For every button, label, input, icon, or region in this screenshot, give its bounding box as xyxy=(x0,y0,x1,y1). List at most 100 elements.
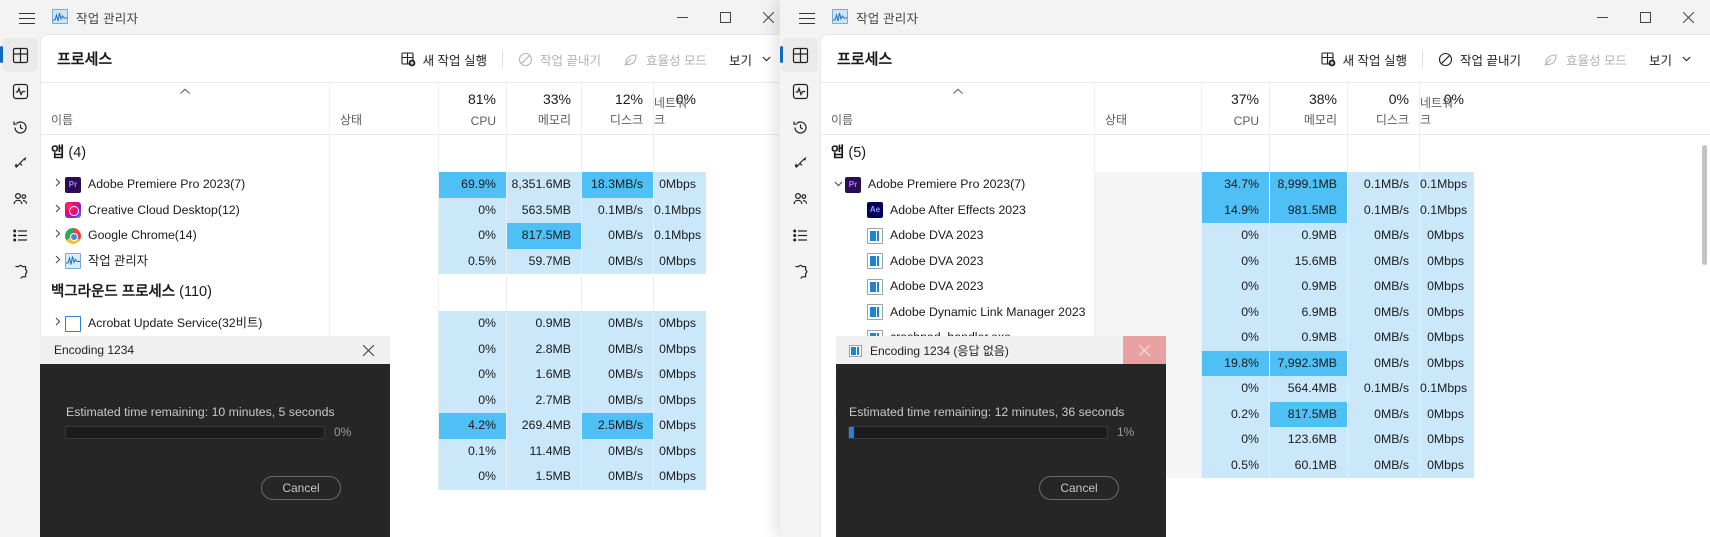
new-task-button-left[interactable]: 새 작업 실행 xyxy=(390,44,498,74)
column-header-0[interactable]: 이름 xyxy=(821,83,1094,135)
table-row[interactable]: Ae Adobe After Effects 2023 14.9% 981.5MB 0.… xyxy=(821,197,1710,223)
efficiency-mode-button-left[interactable]: 효율성 모드 xyxy=(612,44,718,74)
table-header: 이름 상태 37% CPU 38% 메모리 0% 디스크 0% 네트워크 xyxy=(821,83,1710,135)
sidebar-item-startup-apps[interactable] xyxy=(2,146,38,180)
column-header-3[interactable]: 33% 메모리 xyxy=(506,83,581,135)
table-row[interactable]: Google Chrome(14) 0% 817.5MB 0MB/s 0.1Mbps xyxy=(41,223,790,249)
table-row[interactable]: Adobe DVA 2023 0% 0.9MB 0MB/s 0Mbps xyxy=(821,223,1710,249)
column-header-2[interactable]: 37% CPU xyxy=(1201,83,1269,135)
end-task-button-right[interactable]: 작업 끝내기 xyxy=(1427,44,1532,74)
process-group-header[interactable]: 백그라운드 프로세스 (110) xyxy=(41,274,790,311)
sidebar-item-startup-apps-right[interactable] xyxy=(782,146,818,180)
sidebar-item-users[interactable] xyxy=(2,182,38,216)
encoding-cancel-button-right[interactable]: Cancel xyxy=(1039,476,1119,500)
process-name-cell: Adobe Dynamic Link Manager 2023 xyxy=(821,300,1094,326)
sidebar-item-details-right[interactable] xyxy=(782,218,818,252)
table-row[interactable]: 0% 1.5MB 0MB/s 0Mbps xyxy=(41,464,790,490)
process-table-left[interactable]: 이름 상태 81% CPU 33% 메모리 12% 디스크 0% 네트워크 앱 (4) Pr Adobe… xyxy=(41,83,790,490)
column-header-1[interactable]: 상태 xyxy=(329,83,438,135)
chevron-right-icon[interactable] xyxy=(51,311,65,337)
maximize-button-right[interactable] xyxy=(1624,0,1667,34)
minimize-button-right[interactable] xyxy=(1581,0,1624,34)
encoding-dialog-close-button-left[interactable] xyxy=(347,336,390,364)
table-row[interactable]: Acrobat Update Service(32비트) 0% 0.9MB 0MB/s… xyxy=(41,311,790,337)
process-group-header[interactable]: 앱 (4) xyxy=(41,135,790,172)
process-name-label: Adobe DVA 2023 xyxy=(890,228,984,242)
chevron-right-icon[interactable] xyxy=(51,223,65,249)
sort-ascending-icon xyxy=(952,87,963,98)
sidebar-item-services[interactable] xyxy=(2,254,38,288)
table-row[interactable]: Adobe Dynamic Link Manager 2023 0% 6.9MB 0M… xyxy=(821,299,1710,326)
sidebar-item-performance[interactable] xyxy=(2,74,38,108)
sidebar-item-app-history[interactable] xyxy=(2,110,38,144)
process-name-cell: Adobe DVA 2023 xyxy=(821,249,1094,275)
efficiency-mode-button-right[interactable]: 효율성 모드 xyxy=(1532,44,1638,74)
chevron-right-icon[interactable] xyxy=(51,249,65,275)
view-button-right[interactable]: 보기 xyxy=(1638,44,1702,74)
minimize-button-left[interactable] xyxy=(661,0,704,34)
sidebar-item-performance-right[interactable] xyxy=(782,74,818,108)
sidebar-item-processes-right[interactable] xyxy=(780,38,818,72)
process-name-label: Adobe DVA 2023 xyxy=(890,253,984,268)
disk-cell: 0MB/s xyxy=(581,248,653,274)
column-header-0[interactable]: 이름 xyxy=(41,83,329,135)
nav-rail-left xyxy=(0,34,40,537)
hamburger-menu-icon[interactable] xyxy=(8,6,46,30)
chrome-icon xyxy=(65,227,81,244)
empty-cell xyxy=(581,135,653,172)
table-row[interactable]: Pr Adobe Premiere Pro 2023(7) 69.9% 8,351.6… xyxy=(41,172,790,198)
column-header-5[interactable]: 0% 네트워크 xyxy=(1419,83,1474,135)
column-header-1[interactable]: 상태 xyxy=(1094,83,1201,135)
chevron-right-icon[interactable] xyxy=(51,172,65,198)
close-button-right[interactable] xyxy=(1667,0,1710,34)
view-label-left: 보기 xyxy=(728,53,752,68)
page-title-right: 프로세스 xyxy=(837,51,893,68)
column-header-4[interactable]: 12% 디스크 xyxy=(581,83,653,135)
sidebar-item-services-right[interactable] xyxy=(782,254,818,288)
maximize-button-left[interactable] xyxy=(704,0,747,34)
new-task-label-left: 새 작업 실행 xyxy=(422,53,488,68)
encoding-progress-bar-right xyxy=(848,426,1108,439)
table-row[interactable]: Pr Adobe Premiere Pro 2023(7) 34.7% 8,999.1… xyxy=(821,172,1710,198)
table-row[interactable]: 4.2% 269.4MB 2.5MB/s 0Mbps xyxy=(41,413,790,439)
table-row[interactable]: 0% 1.6MB 0MB/s 0Mbps xyxy=(41,362,790,388)
encoding-dialog-close-button-right[interactable] xyxy=(1123,336,1166,364)
sidebar-item-app-history-right[interactable] xyxy=(782,110,818,144)
new-task-button-right[interactable]: 새 작업 실행 xyxy=(1310,44,1418,74)
close-button-left[interactable] xyxy=(747,0,790,34)
process-group-header[interactable]: 앱 (5) xyxy=(821,135,1710,172)
sidebar-item-users-right[interactable] xyxy=(782,182,818,216)
column-header-2[interactable]: 81% CPU xyxy=(438,83,506,135)
end-task-button-left[interactable]: 작업 끝내기 xyxy=(507,44,612,74)
chevron-down-icon[interactable] xyxy=(831,172,845,198)
sidebar-item-details[interactable] xyxy=(2,218,38,252)
chevron-right-icon[interactable] xyxy=(51,198,65,224)
encoding-dialog-titlebar-left[interactable]: Encoding 1234 xyxy=(40,336,390,364)
table-row[interactable]: Adobe DVA 2023 0% 0.9MB 0MB/s 0Mbps xyxy=(821,274,1710,300)
encoding-dialog-titlebar-right[interactable]: Encoding 1234 (응답 없음) xyxy=(836,336,1166,364)
encoding-dialog-body-left: Estimated time remaining: 10 minutes, 5 … xyxy=(40,364,390,537)
table-row[interactable]: 0.1% 11.4MB 0MB/s 0Mbps xyxy=(41,438,790,464)
table-row[interactable]: 작업 관리자 0.5% 59.7MB 0MB/s 0Mbps xyxy=(41,248,790,275)
cpu-cell: 0.5% xyxy=(438,248,506,274)
disk-cell: 0.1MB/s xyxy=(1347,197,1419,223)
table-row[interactable]: Adobe DVA 2023 0% 15.6MB 0MB/s 0Mbps xyxy=(821,248,1710,275)
memory-cell: 2.7MB xyxy=(506,387,581,413)
table-row[interactable]: 0% 2.8MB 0MB/s 0Mbps xyxy=(41,336,790,362)
empty-cell xyxy=(1201,135,1269,172)
encoding-cancel-button-left[interactable]: Cancel xyxy=(261,476,341,500)
page-title-left: 프로세스 xyxy=(57,51,113,68)
column-header-3[interactable]: 38% 메모리 xyxy=(1269,83,1347,135)
sidebar-item-processes[interactable] xyxy=(0,38,38,72)
network-cell: 0Mbps xyxy=(653,464,706,490)
view-button-left[interactable]: 보기 xyxy=(718,44,782,74)
empty-cell xyxy=(1419,135,1474,172)
column-header-4[interactable]: 0% 디스크 xyxy=(1347,83,1419,135)
vertical-scrollbar-right[interactable] xyxy=(1700,145,1709,537)
content-card-left: 프로세스 새 작업 실행 xyxy=(40,34,790,537)
table-row[interactable]: Creative Cloud Desktop(12) 0% 563.5MB 0.1MB… xyxy=(41,197,790,224)
column-header-5[interactable]: 0% 네트워크 xyxy=(653,83,706,135)
efficiency-mode-icon xyxy=(623,52,639,67)
hamburger-menu-icon-right[interactable] xyxy=(788,6,826,30)
cpu-cell: 34.7% xyxy=(1201,172,1269,198)
